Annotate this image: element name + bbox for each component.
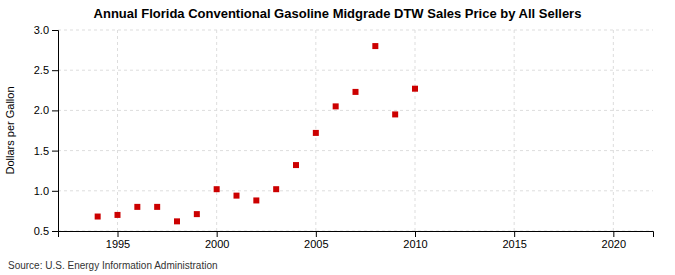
chart-title: Annual Florida Conventional Gasoline Mid… (94, 6, 582, 21)
data-point (333, 103, 339, 109)
y-grid-line (58, 150, 653, 151)
x-tick: 2020 (602, 231, 626, 250)
x-tick: 2000 (205, 231, 229, 250)
x-tick-mark (316, 231, 317, 237)
y-tick: 3.0 (34, 24, 58, 36)
x-tick-label: 2015 (502, 238, 526, 250)
y-tick-label: 1.0 (34, 185, 49, 197)
x-tick-mark (217, 231, 218, 237)
x-tick-label: 2020 (602, 238, 626, 250)
x-tick-label: 2005 (304, 238, 328, 250)
data-point (313, 130, 319, 136)
y-tick: 1.0 (34, 185, 58, 197)
grid (58, 30, 653, 231)
x-axis-line (59, 232, 654, 238)
x-tick: 2010 (403, 231, 427, 250)
data-point (372, 43, 378, 49)
y-tick-label: 2.0 (34, 104, 49, 116)
y-grid-line (58, 190, 653, 191)
y-axis-line (52, 31, 59, 232)
x-tick-label: 1995 (106, 238, 130, 250)
data-point (214, 186, 220, 192)
data-point (412, 86, 418, 92)
x-tick: 2005 (304, 231, 328, 250)
y-tick: 2.5 (34, 64, 58, 76)
y-tick-mark (52, 70, 58, 71)
annotation: Source: U.S. Energy Information Administ… (8, 260, 218, 271)
data-point (174, 218, 180, 224)
x-tick-mark (613, 231, 614, 237)
x-grid-line (216, 30, 217, 231)
x-tick-mark (514, 231, 515, 237)
x-tick-label: 2000 (205, 238, 229, 250)
y-grid-line (58, 30, 653, 31)
x-axis: 1995 2000 2005 2010 2015 2020 (59, 231, 654, 250)
plot-area: 1995 2000 2005 2010 2015 2020 0.5 1.0 1.5 2.0 2.5 3… (34, 24, 654, 250)
data-point (353, 89, 359, 95)
x-grid-line (514, 30, 515, 231)
x-tick: 2015 (502, 231, 526, 250)
data-point (134, 204, 140, 210)
x-grid-line (117, 30, 118, 231)
data-point (154, 204, 160, 210)
y-tick-mark (52, 110, 58, 111)
y-grid-line (58, 70, 653, 71)
x-tick-mark (118, 231, 119, 237)
y-tick-label: 3.0 (34, 24, 49, 36)
y-tick-mark (52, 231, 58, 232)
y-tick-label: 0.5 (34, 225, 49, 237)
data-point (293, 162, 299, 168)
data-point (95, 214, 101, 220)
data-point (392, 111, 398, 117)
x-tick-mark (415, 231, 416, 237)
y-tick-label: 2.5 (34, 64, 49, 76)
x-tick: 1995 (106, 231, 130, 250)
data-marks (95, 43, 418, 224)
x-tick-label: 2010 (403, 238, 427, 250)
data-point (253, 197, 259, 203)
y-grid-line (58, 110, 653, 111)
y-tick: 2.0 (34, 104, 58, 116)
y-tick: 1.5 (34, 145, 58, 157)
data-point (234, 193, 240, 199)
chart-svg: 1995 2000 2005 2010 2015 2020 0.5 1.0 1.5 2.0 2.5 3… (0, 0, 675, 275)
y-tick-mark (52, 191, 58, 192)
y-axis: 0.5 1.0 1.5 2.0 2.5 3.0 (34, 24, 59, 237)
x-grid-line (613, 30, 614, 231)
y-tick-mark (52, 151, 58, 152)
y-tick-mark (52, 30, 58, 31)
x-grid-line (415, 30, 416, 231)
y-axis-title: Dollars per Gallon (4, 86, 16, 174)
y-tick: 0.5 (34, 225, 58, 237)
data-point (273, 186, 279, 192)
y-tick-label: 1.5 (34, 145, 49, 157)
data-point (115, 212, 121, 218)
data-point (194, 211, 200, 217)
